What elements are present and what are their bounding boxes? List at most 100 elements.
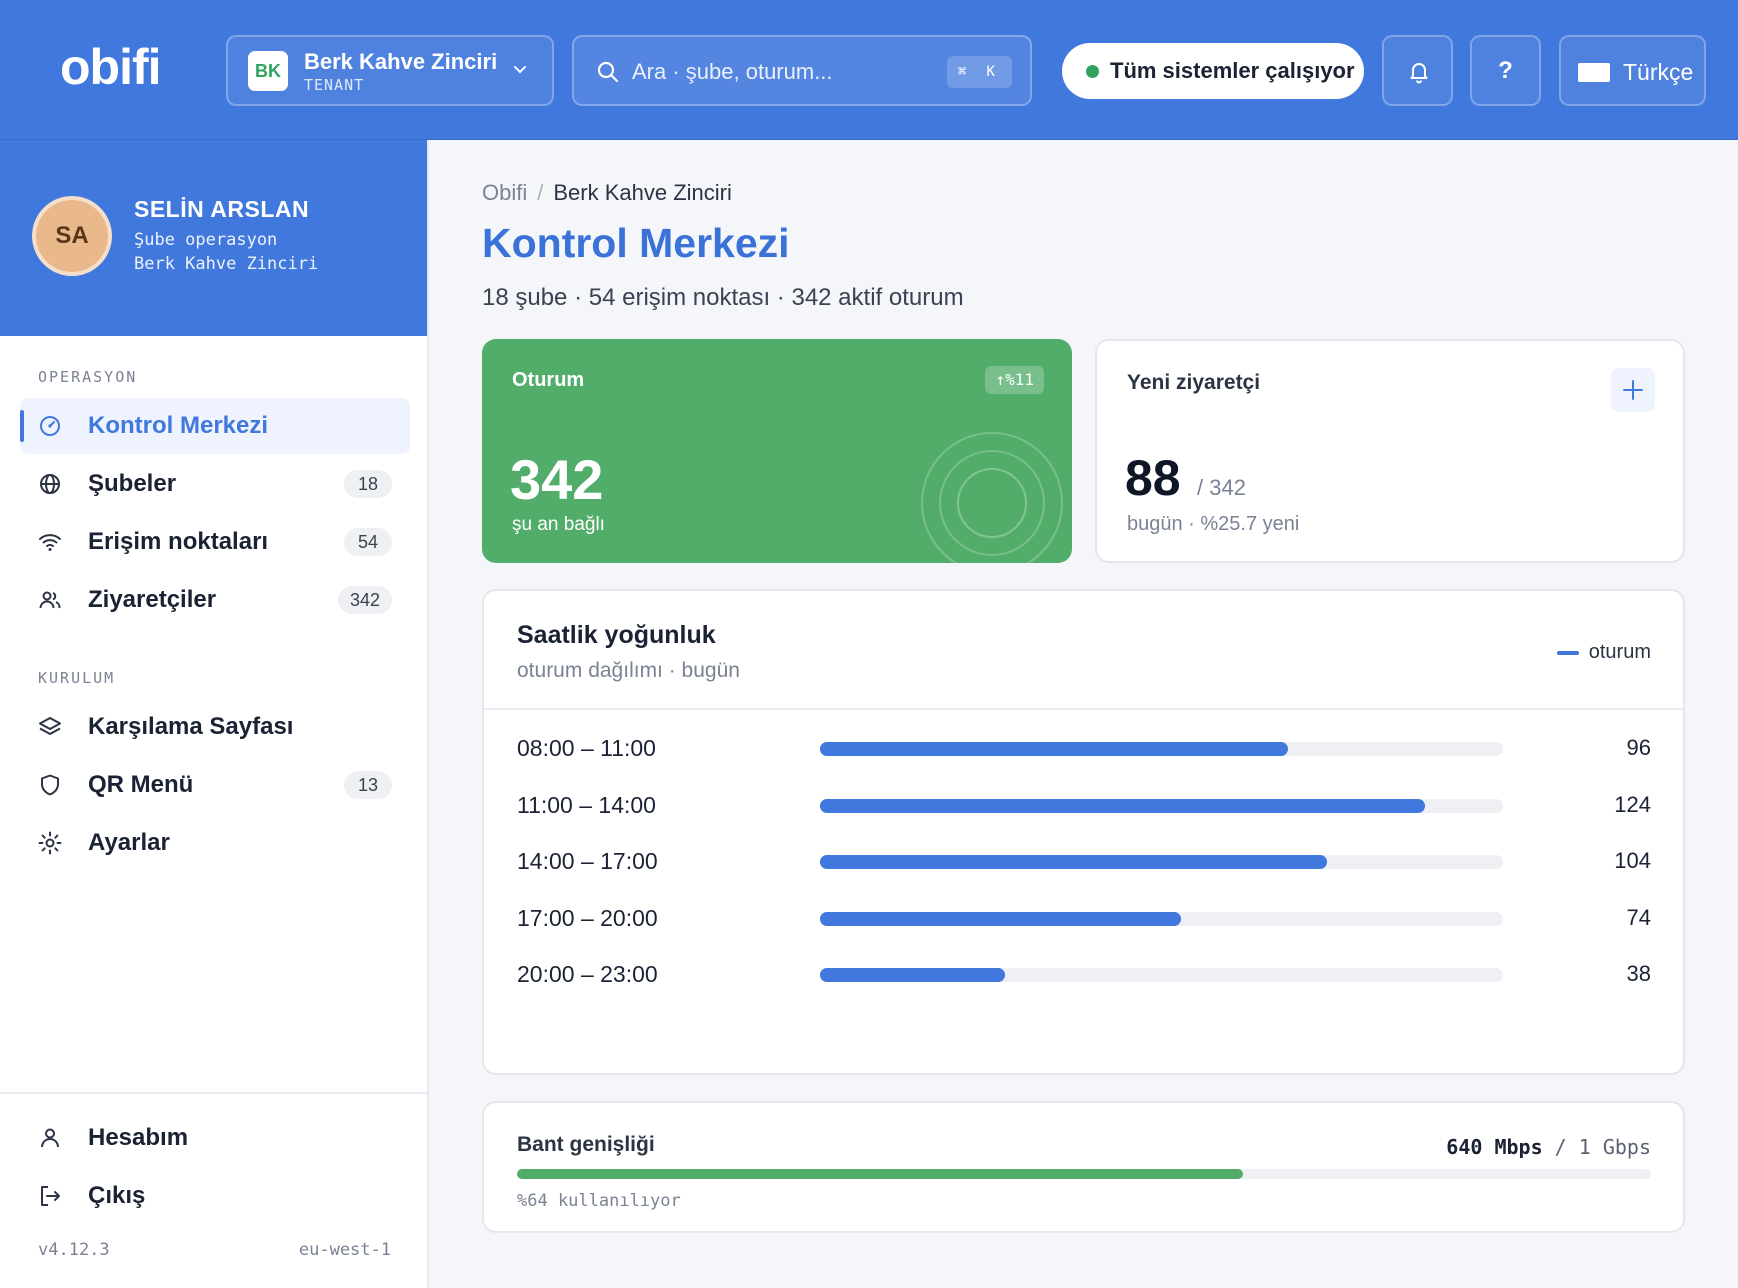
bar-fill: [820, 798, 1425, 813]
profile-name: SELİN ARSLAN: [134, 196, 310, 222]
row-value: 74: [1626, 904, 1651, 930]
sidebar-item-ayarlar[interactable]: Ayarlar: [20, 815, 410, 871]
logo[interactable]: obifi: [60, 39, 162, 95]
status-text: Tüm sistemler çalışıyor: [1110, 58, 1355, 83]
section-heading-operasyon: OPERASYON: [38, 368, 138, 386]
layers-icon: [39, 717, 61, 735]
bar-fill: [820, 968, 1006, 982]
bell-icon: [1410, 63, 1428, 84]
kpi-title: Yeni ziyaretçi: [1127, 371, 1261, 394]
kpi-value: 342: [510, 448, 604, 511]
language-button[interactable]: Türkçe: [1559, 35, 1706, 106]
sidebar-item-qr-menu[interactable]: QR Menü 13: [20, 757, 410, 813]
row-value: 96: [1626, 735, 1651, 760]
row-label: 20:00 – 23:00: [517, 961, 658, 987]
section-heading-kurulum: KURULUM: [38, 669, 116, 687]
sidebar-item-label: Çıkış: [88, 1182, 146, 1209]
logout-icon: [41, 1186, 60, 1206]
bar-track: [820, 855, 1503, 869]
row-value: 124: [1614, 791, 1651, 817]
visitors-kpi-card: Yeni ziyaretçi 88 / 342 bugün · %25.7 ye…: [1095, 339, 1685, 563]
avatar: SA: [32, 196, 112, 276]
sidebar-item-label: Erişim noktaları: [88, 528, 269, 555]
profile-role: Şube operasyon: [134, 230, 278, 250]
profile-card[interactable]: SA SELİN ARSLAN Şube operasyon Berk Kahv…: [0, 140, 427, 336]
hourly-row: 11:00 – 14:00 124: [484, 786, 1683, 826]
bandwidth-value: 640 Mbps / 1 Gbps: [1446, 1135, 1651, 1159]
search-icon: [597, 61, 619, 83]
sidebar-item-karsilama-sayfasi[interactable]: Karşılama Sayfası: [20, 699, 410, 755]
sidebar-item-hesabim[interactable]: Hesabım: [20, 1110, 410, 1166]
flag-icon: [1578, 63, 1610, 82]
wifi-icon: [39, 534, 61, 551]
sidebar-item-cikis[interactable]: Çıkış: [20, 1168, 410, 1224]
hourly-row: 20:00 – 23:00 38: [484, 955, 1683, 995]
user-icon: [41, 1128, 59, 1148]
search-box[interactable]: Ara · şube, oturum... ⌘ K: [572, 35, 1032, 106]
language-label: Türkçe: [1623, 59, 1694, 85]
sidebar-item-label: Kontrol Merkezi: [88, 412, 269, 439]
sidebar-item-label: Ziyaretçiler: [88, 586, 217, 613]
breadcrumb-current: Berk Kahve Zinciri: [553, 180, 732, 205]
notifications-button[interactable]: [1382, 35, 1453, 106]
chevron-down-icon: [514, 66, 526, 74]
sidebar-item-subeler[interactable]: Şubeler 18: [20, 456, 410, 512]
sidebar-item-label: Şubeler: [88, 470, 177, 497]
bandwidth-fill: [517, 1169, 1243, 1179]
card-title: Saatlik yoğunluk: [517, 621, 716, 649]
top-bar: obifi BK Berk Kahve Zinciri TENANT Ara ·…: [0, 0, 1738, 140]
bar-fill: [820, 742, 1289, 756]
bandwidth-total: / 1 Gbps: [1554, 1135, 1651, 1159]
bandwidth-track: [517, 1169, 1651, 1179]
sidebar-item-erisim-noktalari[interactable]: Erişim noktaları 54: [20, 514, 410, 570]
region-label: eu-west-1: [298, 1240, 391, 1260]
divider: [484, 708, 1683, 710]
tenant-avatar: BK: [248, 51, 288, 91]
row-value: 104: [1614, 848, 1651, 873]
bar-track: [820, 742, 1503, 756]
sessions-kpi-card: Oturum ↑%11 342 şu an bağlı: [482, 339, 1072, 563]
count-badge: 13: [344, 771, 392, 799]
users-icon: [39, 591, 61, 609]
bar-fill: [820, 855, 1328, 869]
breadcrumb: Obifi / Berk Kahve Zinciri: [482, 180, 732, 206]
breadcrumb-separator: /: [537, 180, 544, 205]
hourly-row: 17:00 – 20:00 74: [484, 899, 1683, 939]
legend-swatch: [1556, 650, 1579, 655]
hourly-row: 14:00 – 17:00 104: [484, 842, 1683, 882]
gear-icon: [38, 831, 62, 855]
kpi-caption: şu an bağlı: [512, 514, 605, 535]
system-status-badge[interactable]: Tüm sistemler çalışıyor: [1062, 43, 1364, 99]
rings-decoration: [921, 432, 1063, 563]
breadcrumb-root[interactable]: Obifi: [482, 180, 528, 205]
sidebar-item-kontrol-merkezi[interactable]: Kontrol Merkezi: [20, 398, 410, 454]
page-title: Kontrol Merkezi: [482, 220, 790, 266]
bandwidth-caption: %64 kullanılıyor: [517, 1191, 681, 1211]
kpi-total: / 342: [1197, 475, 1246, 500]
search-shortcut: ⌘ K: [946, 56, 1012, 88]
kpi-caption: bugün · %25.7 yeni: [1127, 513, 1300, 535]
globe-icon: [40, 474, 60, 494]
sidebar-item-label: Hesabım: [88, 1124, 189, 1151]
delta-badge: ↑%11: [985, 366, 1044, 394]
gauge-icon: [40, 416, 60, 436]
card-title: Bant genişliği: [517, 1133, 655, 1156]
legend: oturum: [1556, 641, 1651, 664]
search-input[interactable]: Ara · şube, oturum...: [632, 59, 833, 84]
tenant-switcher[interactable]: BK Berk Kahve Zinciri TENANT: [226, 35, 554, 106]
sidebar-item-label: Karşılama Sayfası: [88, 713, 294, 740]
tenant-name: Berk Kahve Zinciri: [304, 49, 498, 74]
page-subtitle: 18 şube · 54 erişim noktası · 342 aktif …: [482, 284, 964, 311]
bar-track: [820, 798, 1503, 813]
plus-icon: [1623, 380, 1643, 400]
sidebar-item-label: Ayarlar: [88, 829, 170, 856]
count-badge: 18: [344, 470, 392, 498]
kpi-title: Oturum: [512, 369, 585, 391]
row-label: 17:00 – 20:00: [517, 904, 658, 931]
help-button[interactable]: ?: [1470, 35, 1541, 106]
sidebar-item-ziyaretciler[interactable]: Ziyaretçiler 342: [20, 572, 410, 628]
bar-fill: [820, 911, 1181, 926]
row-value: 38: [1626, 961, 1651, 986]
add-button[interactable]: [1611, 368, 1655, 412]
kpi-value: 88: [1125, 450, 1181, 506]
